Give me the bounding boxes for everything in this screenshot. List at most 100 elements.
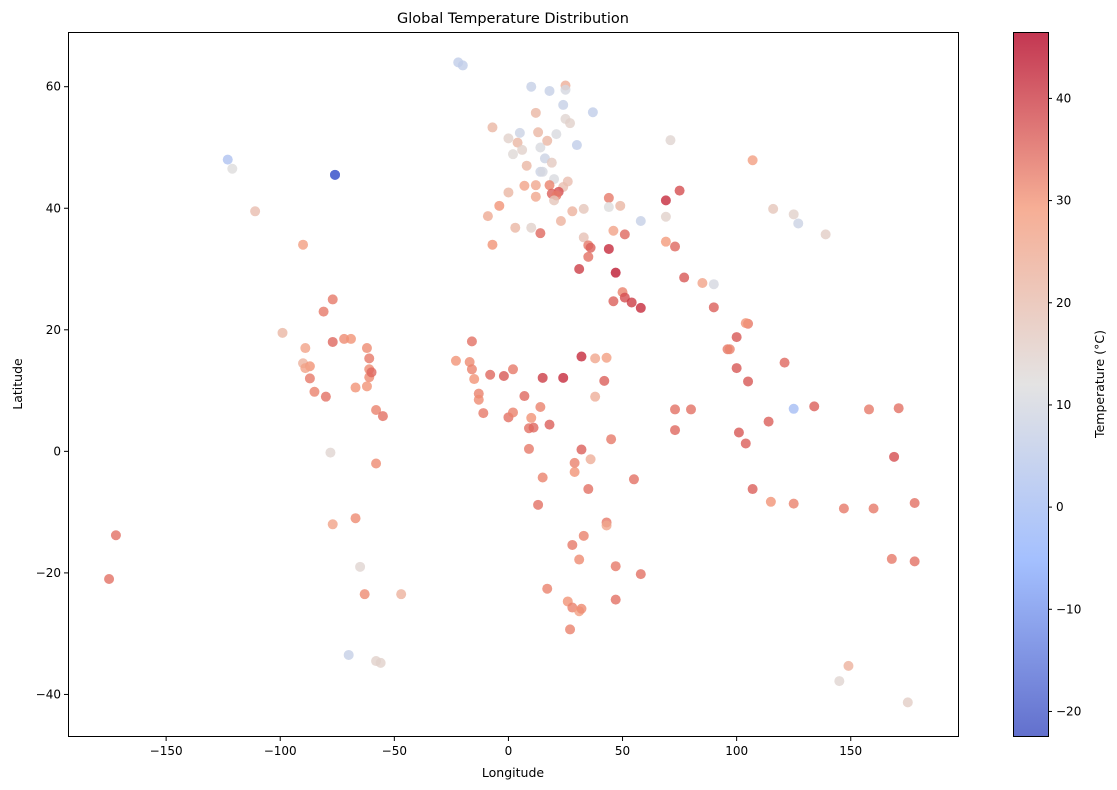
x-tick-label: −100 bbox=[264, 744, 297, 758]
data-point bbox=[670, 241, 681, 252]
colorbar-tick-label: −10 bbox=[1056, 602, 1081, 616]
data-point bbox=[571, 140, 582, 151]
data-point bbox=[565, 118, 576, 129]
data-point bbox=[526, 81, 537, 92]
colorbar-frame bbox=[1013, 32, 1049, 737]
data-point bbox=[517, 144, 528, 155]
data-point bbox=[567, 206, 578, 217]
x-tick-label: 150 bbox=[839, 744, 862, 758]
data-point bbox=[660, 195, 671, 206]
data-point bbox=[868, 503, 879, 514]
data-point bbox=[626, 297, 637, 308]
data-point bbox=[578, 530, 589, 541]
data-point bbox=[606, 434, 617, 445]
data-point bbox=[686, 404, 696, 415]
data-point bbox=[104, 573, 115, 584]
data-point bbox=[508, 364, 518, 375]
data-point bbox=[583, 484, 594, 495]
data-point bbox=[375, 657, 386, 668]
data-point bbox=[542, 583, 553, 594]
data-point bbox=[366, 367, 377, 378]
data-point bbox=[535, 142, 546, 153]
data-point bbox=[508, 407, 518, 418]
data-point bbox=[708, 302, 719, 313]
data-point bbox=[569, 457, 580, 468]
data-point bbox=[886, 553, 897, 564]
data-point bbox=[608, 296, 619, 307]
data-point bbox=[843, 660, 854, 671]
data-point bbox=[731, 332, 742, 343]
data-point bbox=[473, 394, 484, 405]
data-point bbox=[466, 336, 477, 347]
data-point bbox=[590, 391, 601, 402]
data-point bbox=[487, 239, 498, 250]
data-point bbox=[503, 133, 514, 144]
data-point bbox=[909, 556, 920, 567]
data-point bbox=[535, 228, 546, 239]
x-tick-label: −50 bbox=[382, 744, 407, 758]
data-point bbox=[864, 404, 874, 415]
data-point bbox=[670, 425, 681, 436]
data-point bbox=[526, 412, 537, 423]
colorbar-tick-label: 10 bbox=[1056, 398, 1071, 412]
data-point bbox=[793, 218, 804, 229]
data-point bbox=[893, 403, 904, 414]
y-tick-label: 60 bbox=[46, 80, 61, 94]
colorbar-tick-label: 0 bbox=[1056, 500, 1064, 514]
data-point bbox=[537, 472, 548, 483]
y-tick-label: 40 bbox=[46, 201, 61, 215]
data-point bbox=[610, 594, 621, 605]
data-point bbox=[724, 344, 735, 355]
x-tick-label: 50 bbox=[615, 744, 630, 758]
data-point bbox=[330, 169, 340, 180]
data-point bbox=[359, 589, 370, 600]
data-point bbox=[576, 444, 587, 455]
data-point bbox=[603, 192, 614, 203]
data-point bbox=[788, 498, 799, 509]
data-point bbox=[635, 569, 646, 580]
data-point bbox=[345, 333, 356, 344]
y-axis-label: Latitude bbox=[10, 358, 25, 410]
data-point bbox=[514, 127, 525, 138]
y-tick-label: −40 bbox=[36, 687, 61, 701]
data-point bbox=[227, 163, 238, 174]
data-point bbox=[318, 306, 329, 317]
data-point bbox=[834, 676, 845, 687]
data-point bbox=[619, 229, 630, 240]
data-point bbox=[679, 272, 690, 283]
data-point bbox=[889, 451, 900, 462]
y-tick-label: 0 bbox=[53, 444, 61, 458]
data-point bbox=[601, 520, 612, 531]
data-point bbox=[674, 185, 685, 196]
data-point bbox=[469, 374, 480, 385]
data-point bbox=[838, 503, 849, 514]
data-point bbox=[587, 107, 598, 118]
data-point bbox=[361, 381, 372, 392]
data-point bbox=[535, 401, 546, 412]
data-point bbox=[250, 206, 261, 217]
colorbar-tick-label: 40 bbox=[1056, 91, 1071, 105]
data-point bbox=[519, 391, 530, 402]
data-point bbox=[603, 202, 614, 213]
colorbar-label: Temperature (°C) bbox=[1092, 330, 1107, 439]
data-point bbox=[487, 122, 498, 133]
data-point bbox=[558, 99, 569, 110]
data-point bbox=[450, 355, 461, 366]
data-point bbox=[779, 357, 790, 368]
data-point bbox=[809, 401, 820, 412]
data-point bbox=[747, 484, 758, 495]
data-point bbox=[708, 279, 719, 290]
data-point bbox=[544, 180, 555, 191]
data-point bbox=[485, 369, 496, 380]
colorbar-axis: −20 −10 0 10 20 30 40 bbox=[1048, 91, 1081, 718]
data-point bbox=[521, 160, 532, 171]
data-point bbox=[585, 454, 596, 465]
data-point bbox=[660, 236, 671, 247]
data-point bbox=[222, 154, 233, 165]
data-point bbox=[608, 225, 619, 236]
data-point bbox=[909, 498, 920, 509]
data-point bbox=[542, 135, 553, 146]
data-point bbox=[325, 447, 336, 458]
plot-area-frame bbox=[68, 32, 959, 737]
data-point bbox=[788, 403, 799, 414]
